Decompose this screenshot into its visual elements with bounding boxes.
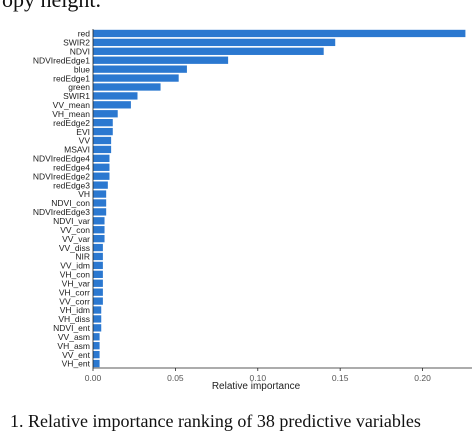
bar [93,29,466,38]
y-tick-label: VH_con [60,270,91,280]
bar [93,306,102,314]
bar [93,181,108,189]
bar [93,154,110,163]
y-tick-label: VV [79,136,91,146]
y-tick-label: NDVI_ent [53,323,90,333]
bar [93,101,131,109]
y-tick-label: blue [74,64,90,74]
bar [93,315,102,323]
y-tick-label: VH_diss [58,314,90,324]
y-tick-label: VV_asm [58,332,90,342]
y-tick-label: NDVIredEdge2 [33,171,90,181]
y-tick-label: VV_ent [62,350,91,360]
bar [93,56,229,64]
y-tick-label: VH_corr [59,287,90,297]
y-tick-label: green [68,82,90,92]
x-tick-group: 0.00 0.05 0.10 0.15 0.20 [85,368,431,383]
y-tick-label: VH_asm [57,341,90,351]
importance-bar-chart: redSWIR2NDVINDVIredEdge1blueredEdge1gree… [33,29,472,392]
bar [93,333,100,341]
y-tick-label: NDVIredEdge3 [33,207,90,217]
bar [93,226,105,234]
bar [93,127,113,136]
x-tick-label: 0.00 [85,373,102,383]
y-tick-label: redEdge4 [53,162,90,172]
y-tick-label: VV_var [62,234,90,244]
y-tick-label: redEdge2 [53,118,90,128]
y-tick-label: VH [78,189,90,199]
bar [93,47,324,55]
bar [93,243,103,252]
y-tick-label: VH_var [62,278,91,288]
bar [93,172,110,180]
bar [93,163,110,171]
bar [93,199,107,207]
bar [93,297,103,305]
bar [93,270,103,278]
y-tick-label: NDVI [70,47,90,57]
caption-top: opy height. [2,0,101,13]
bar [93,324,102,332]
bar [93,145,112,154]
bar [93,74,179,82]
bar [93,83,161,91]
y-tick-label: EVI [76,127,90,137]
y-tick-label: VH_mean [52,109,90,119]
y-tick-label: VH_idm [60,305,90,315]
y-tick-label: redEdge3 [53,180,90,190]
x-tick-label: 0.10 [250,373,267,383]
y-tick-label: NDVI_con [51,198,90,208]
bar [93,359,100,368]
bar [93,234,105,243]
bar [93,217,105,225]
y-tick-label: VV_idm [60,261,90,271]
y-tick-label: MSAVI [64,145,90,155]
caption-bottom: 1. Relative importance ranking of 38 pre… [10,411,421,431]
bar [93,208,107,216]
y-tick-label: VV_mean [53,100,91,110]
bar [93,252,103,261]
bar [93,342,100,350]
y-tick-label: NIR [75,252,90,262]
y-tick-label: NDVIredEdge4 [33,154,90,164]
y-tick-label: NDVI_var [53,216,90,226]
x-tick-label: 0.20 [414,373,431,383]
bar [93,38,336,47]
bar [93,136,112,145]
y-tick-label: VH_ent [62,359,91,369]
y-tick-label: VV_diss [59,243,90,253]
bar [93,92,138,100]
bar [93,261,103,270]
y-tick-label: SWIR2 [63,38,90,48]
bar [93,288,103,296]
y-tick-label: NDVIredEdge1 [33,55,90,65]
y-tick-label: VV_corr [59,296,90,306]
bar-group [93,29,466,368]
y-tick-label: red [78,29,91,39]
bar [93,350,100,359]
x-tick-label: 0.15 [332,373,349,383]
bar [93,279,103,287]
y-tick-labels: redSWIR2NDVINDVIredEdge1blueredEdge1gree… [33,29,91,369]
y-tick-label: VV_con [60,225,90,235]
y-tick-label: SWIR1 [63,91,90,101]
x-axis-label: Relative importance [212,381,301,392]
bar [93,119,113,127]
bar [93,190,107,198]
bar [93,65,187,73]
bar [93,110,118,118]
x-tick-label: 0.05 [167,373,184,383]
y-tick-label: redEdge1 [53,73,90,83]
